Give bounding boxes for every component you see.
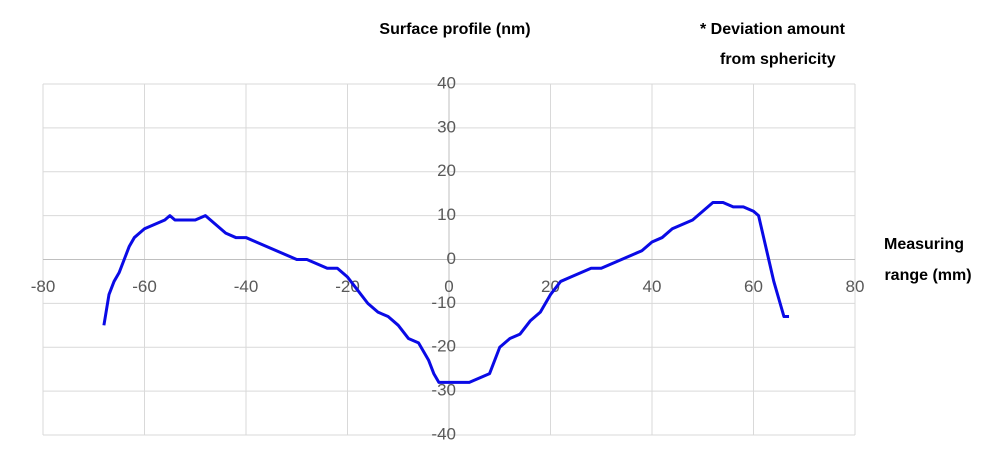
y-axis-label: Surface profile (nm) xyxy=(379,21,530,38)
x-tick-label: -20 xyxy=(335,277,360,296)
x-tick-label: -60 xyxy=(132,277,157,296)
y-tick-label: 10 xyxy=(437,205,456,224)
x-tick-label: -80 xyxy=(31,277,56,296)
x-tick-label: 20 xyxy=(541,277,560,296)
data-line xyxy=(102,200,790,384)
note: * Deviation amount xyxy=(700,21,846,38)
x-tick-label: 80 xyxy=(846,277,865,296)
y-tick-label: -30 xyxy=(431,381,456,400)
x-tick-label: 0 xyxy=(444,277,453,296)
x-tick-label: 40 xyxy=(643,277,662,296)
note: from sphericity xyxy=(720,51,836,68)
x-axis-label: Measuring xyxy=(884,236,964,253)
x-axis-label: range (mm) xyxy=(884,267,971,284)
y-tick-label: 40 xyxy=(437,73,456,92)
y-tick-label: 0 xyxy=(447,249,456,268)
y-tick-label: 20 xyxy=(437,161,456,180)
y-tick-label: -10 xyxy=(431,293,456,312)
x-tick-label: 60 xyxy=(744,277,763,296)
y-tick-label: -40 xyxy=(431,424,456,443)
plot: -80 -60 -40 -20 0 20 40 60 80-40-30-20-100102030… xyxy=(31,73,865,443)
x-tick-label: -40 xyxy=(234,277,259,296)
y-tick-label: 30 xyxy=(437,117,456,136)
y-tick-label: -20 xyxy=(431,337,456,356)
